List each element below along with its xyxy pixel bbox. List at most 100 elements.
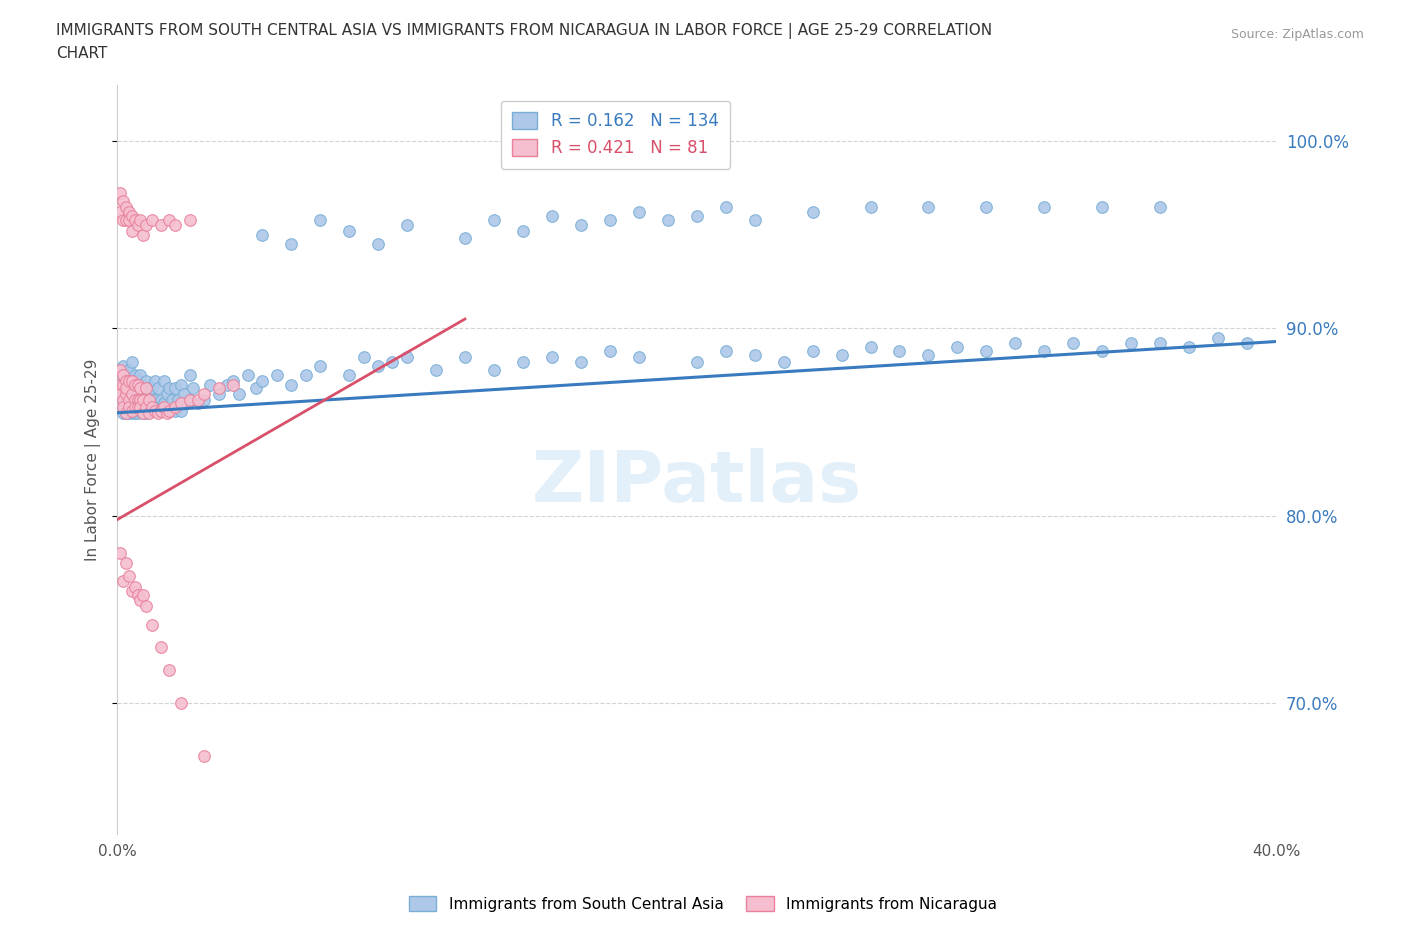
Point (127, 218, 149, 232)
Point (744, 212, 766, 227)
Point (657, 212, 679, 227)
Point (124, 378, 146, 392)
Point (115, 368, 138, 383)
Point (250, 374, 273, 389)
Point (540, 208, 562, 223)
Point (1033, 343, 1056, 358)
Point (135, 374, 157, 389)
Text: IMMIGRANTS FROM SOUTH CENTRAL ASIA VS IMMIGRANTS FROM NICARAGUA IN LABOR FORCE |: IMMIGRANTS FROM SOUTH CENTRAL ASIA VS IM… (56, 23, 993, 39)
Point (1206, 330, 1229, 345)
Point (1149, 336, 1171, 351)
Point (115, 405, 138, 420)
Point (217, 378, 239, 392)
Point (454, 231, 477, 246)
Point (165, 404, 187, 418)
Point (337, 368, 360, 383)
Point (1004, 336, 1026, 351)
Point (132, 405, 155, 420)
Point (141, 404, 163, 418)
Point (115, 374, 138, 389)
Point (112, 358, 135, 373)
Point (569, 354, 592, 369)
Y-axis label: In Labor Force | Age 25-29: In Labor Force | Age 25-29 (86, 358, 101, 561)
Point (121, 208, 143, 223)
Point (118, 568, 141, 583)
Point (112, 212, 135, 227)
Point (124, 579, 146, 594)
Legend: R = 0.162   N = 134, R = 0.421   N = 81: R = 0.162 N = 134, R = 0.421 N = 81 (501, 100, 730, 168)
Point (381, 354, 404, 369)
Point (176, 396, 198, 411)
Point (121, 404, 143, 418)
Point (157, 381, 180, 396)
Point (141, 400, 163, 415)
Point (138, 387, 160, 402)
Point (179, 368, 201, 383)
Point (395, 349, 418, 364)
Point (135, 400, 157, 415)
Point (112, 378, 135, 392)
Point (280, 236, 302, 251)
Point (889, 343, 911, 358)
Point (112, 193, 135, 208)
Point (108, 378, 131, 392)
Point (181, 381, 204, 396)
Point (353, 349, 375, 364)
Point (121, 223, 143, 238)
Point (143, 392, 166, 407)
Point (165, 381, 187, 396)
Point (395, 218, 418, 232)
Point (1033, 199, 1056, 214)
Point (976, 343, 998, 358)
Point (976, 199, 998, 214)
Point (193, 387, 215, 402)
Point (138, 405, 160, 420)
Point (129, 381, 152, 396)
Point (627, 205, 650, 219)
Point (149, 640, 172, 655)
Point (157, 400, 180, 415)
Point (1236, 336, 1258, 351)
Point (124, 387, 146, 402)
Point (112, 574, 135, 589)
Point (540, 349, 562, 364)
Point (222, 378, 245, 392)
Point (167, 392, 190, 407)
Point (801, 205, 824, 219)
Point (115, 381, 138, 396)
Point (155, 387, 177, 402)
Point (118, 212, 141, 227)
Point (152, 396, 174, 411)
Point (135, 381, 157, 396)
Point (115, 387, 138, 402)
Legend: Immigrants from South Central Asia, Immigrants from Nicaragua: Immigrants from South Central Asia, Immi… (402, 890, 1004, 918)
Point (108, 205, 131, 219)
Point (127, 378, 149, 392)
Point (118, 392, 141, 407)
Point (149, 392, 172, 407)
Point (1091, 343, 1114, 358)
Point (170, 396, 193, 411)
Point (138, 392, 160, 407)
Point (179, 212, 201, 227)
Point (831, 347, 853, 362)
Point (118, 362, 141, 377)
Point (198, 378, 221, 392)
Point (208, 381, 231, 396)
Point (108, 396, 131, 411)
Point (141, 212, 163, 227)
Point (1091, 199, 1114, 214)
Point (280, 378, 302, 392)
Point (294, 368, 316, 383)
Point (127, 387, 149, 402)
Point (121, 583, 143, 598)
Point (121, 396, 143, 411)
Point (118, 405, 141, 420)
Point (127, 400, 149, 415)
Point (917, 347, 939, 362)
Point (124, 378, 146, 392)
Point (108, 387, 131, 402)
Point (135, 396, 157, 411)
Point (309, 358, 332, 373)
Point (1062, 336, 1084, 351)
